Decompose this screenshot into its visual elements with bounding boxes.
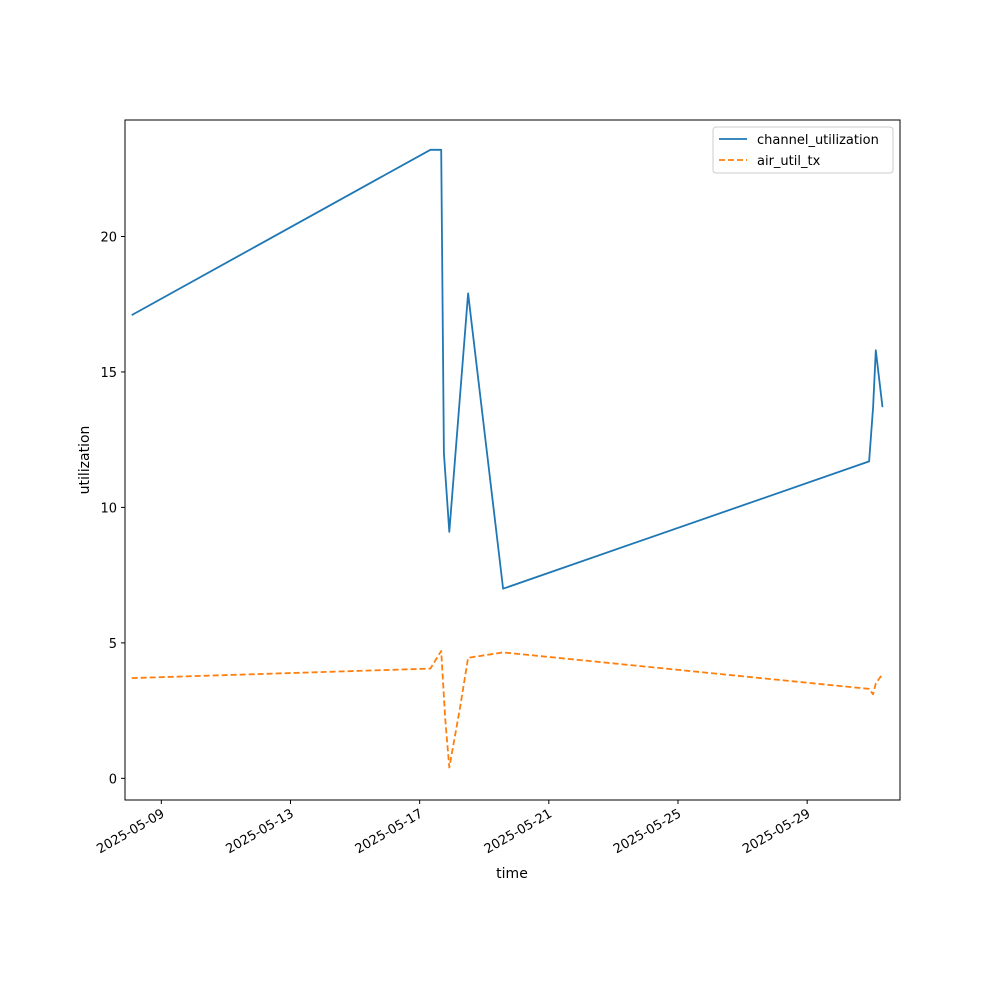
series-line-channel-utilization <box>131 148 884 590</box>
legend-label: air_util_tx <box>757 154 821 169</box>
legend-label: channel_utilization <box>757 133 879 148</box>
y-tick-label: 10 <box>100 501 117 516</box>
legend-box <box>712 126 894 174</box>
legend: channel_utilization air_util_tx <box>712 126 894 174</box>
y-tick-label: 15 <box>100 366 117 381</box>
y-tick-label: 0 <box>109 772 117 787</box>
x-axis-label: time <box>496 866 528 882</box>
y-tick-label: 20 <box>100 230 117 245</box>
y-tick-label: 5 <box>109 637 117 652</box>
series-layer <box>131 148 884 769</box>
plot-area <box>125 120 900 800</box>
plot-frame <box>124 119 901 801</box>
series-line-air-util-tx <box>131 650 884 769</box>
y-axis: 0 5 10 15 20 <box>100 230 125 787</box>
y-axis-label: utilization <box>77 426 93 495</box>
